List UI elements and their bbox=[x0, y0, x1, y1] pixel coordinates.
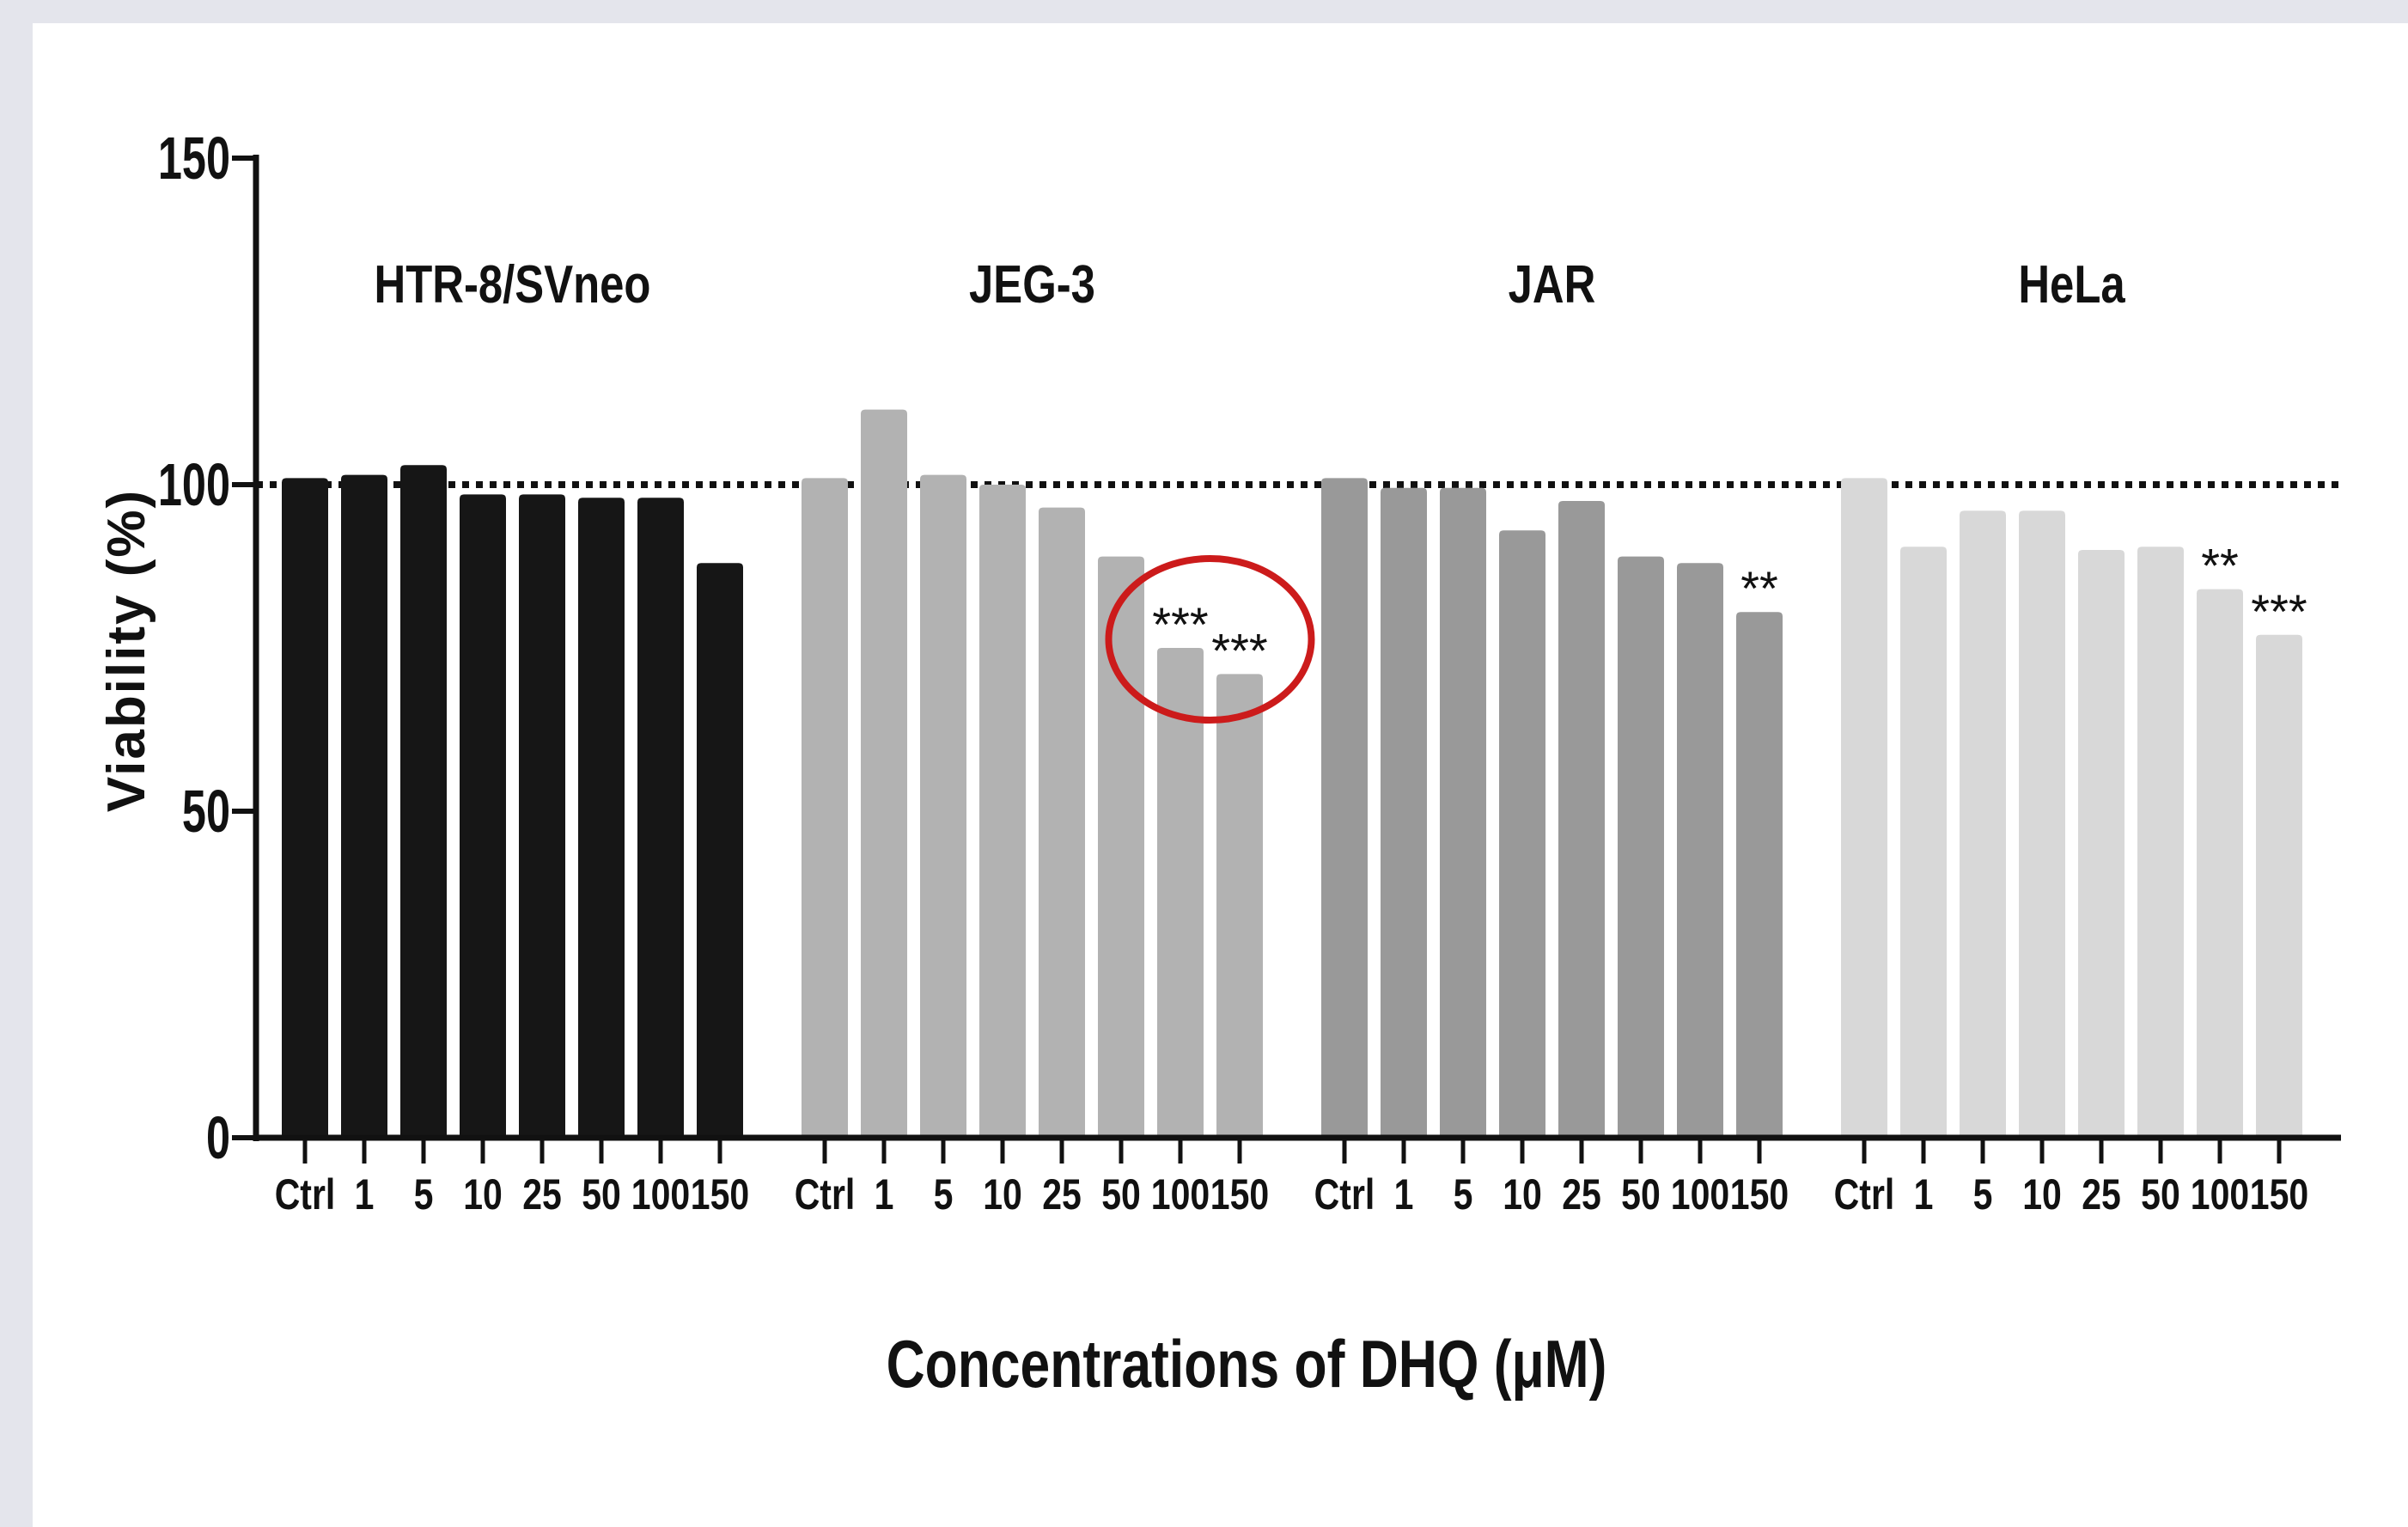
significance-mark: *** bbox=[1152, 597, 1208, 651]
y-tick-label: 0 bbox=[206, 1104, 230, 1171]
significance-mark: *** bbox=[2251, 584, 2307, 638]
bar-jar-1 bbox=[1381, 487, 1427, 1138]
bar-hela-10 bbox=[2019, 510, 2065, 1138]
y-tick-label: 50 bbox=[182, 778, 230, 845]
x-tick-label: 5 bbox=[414, 1170, 434, 1219]
bar-hela-150 bbox=[2256, 634, 2302, 1138]
x-tick-label: Ctrl bbox=[795, 1170, 856, 1219]
bar-jar-150 bbox=[1736, 612, 1783, 1138]
bar-hela-50 bbox=[2137, 547, 2184, 1138]
x-tick-label: Ctrl bbox=[275, 1170, 336, 1219]
bar-jeg-3-1 bbox=[861, 409, 907, 1139]
x-tick-label: 150 bbox=[1210, 1170, 1269, 1219]
chart-panel: Ctrl 1 5 10 25 50 100 150 HTR-8/SVneo Ctrl 1 5 10 25 5… bbox=[33, 23, 2408, 1527]
bar-jar-100 bbox=[1677, 563, 1723, 1138]
bar-htr-8-svneo-10 bbox=[460, 494, 506, 1138]
x-tick-label: 10 bbox=[2022, 1170, 2062, 1219]
x-tick-label: 25 bbox=[2082, 1170, 2121, 1219]
bar-jeg-3-50 bbox=[1098, 556, 1144, 1138]
bar-jar-50 bbox=[1618, 556, 1664, 1138]
group-label-jar: JAR bbox=[1509, 255, 1596, 315]
x-tick-label: Ctrl bbox=[1314, 1170, 1375, 1219]
bar-htr-8-svneo-ctrl bbox=[282, 478, 328, 1138]
x-tick-label: 5 bbox=[1973, 1170, 1993, 1219]
bar-hela-5 bbox=[1960, 510, 2006, 1138]
bars-layer bbox=[282, 409, 2302, 1139]
significance-mark: ** bbox=[1740, 561, 1778, 615]
bar-hela-ctrl bbox=[1841, 478, 1887, 1138]
bar-jeg-3-150 bbox=[1216, 674, 1263, 1138]
group-label-jeg-3: JEG-3 bbox=[969, 255, 1095, 315]
y-axis-title: Viability (%) bbox=[97, 489, 156, 812]
x-tick-label: 1 bbox=[1394, 1170, 1414, 1219]
x-tick-label: 100 bbox=[1151, 1170, 1210, 1219]
x-tick-label: 1 bbox=[355, 1170, 375, 1219]
bar-jeg-3-5 bbox=[920, 474, 966, 1138]
x-tick-label: 50 bbox=[1101, 1170, 1141, 1219]
bar-jar-10 bbox=[1499, 530, 1545, 1138]
bar-htr-8-svneo-50 bbox=[578, 498, 625, 1138]
x-tick-label: 100 bbox=[631, 1170, 690, 1219]
x-tick-label: 1 bbox=[1914, 1170, 1934, 1219]
bar-htr-8-svneo-150 bbox=[697, 563, 743, 1138]
x-tick-label: 5 bbox=[934, 1170, 954, 1219]
x-tick-label: 150 bbox=[691, 1170, 749, 1219]
x-tick-label: 10 bbox=[983, 1170, 1022, 1219]
bar-hela-100 bbox=[2197, 589, 2243, 1138]
x-tick-label: 150 bbox=[2250, 1170, 2308, 1219]
x-tick-label: 50 bbox=[2141, 1170, 2180, 1219]
significance-mark: *** bbox=[1211, 623, 1267, 677]
significance-mark: ** bbox=[2201, 539, 2239, 593]
bar-jeg-3-25 bbox=[1039, 507, 1085, 1138]
bar-jar-5 bbox=[1440, 487, 1486, 1138]
bar-htr-8-svneo-1 bbox=[341, 474, 387, 1138]
bar-jar-ctrl bbox=[1321, 478, 1368, 1138]
x-tick-label: 5 bbox=[1454, 1170, 1473, 1219]
bar-jeg-3-ctrl bbox=[802, 478, 848, 1138]
group-label-hela: HeLa bbox=[2018, 255, 2125, 315]
x-tick-label: 150 bbox=[1730, 1170, 1789, 1219]
x-tick-label: 100 bbox=[1671, 1170, 1729, 1219]
x-axis-title: Concentrations of DHQ (μM) bbox=[887, 1326, 1607, 1401]
bar-hela-25 bbox=[2078, 550, 2125, 1138]
bar-htr-8-svneo-5 bbox=[400, 465, 447, 1138]
bar-htr-8-svneo-25 bbox=[519, 494, 565, 1138]
x-tick-label: 50 bbox=[1621, 1170, 1661, 1219]
highlight-circle bbox=[1105, 555, 1315, 724]
y-tick-label: 100 bbox=[158, 451, 230, 518]
bar-jar-25 bbox=[1558, 501, 1605, 1138]
group-label-htr-8-svneo: HTR-8/SVneo bbox=[375, 255, 651, 315]
x-tick-label: Ctrl bbox=[1834, 1170, 1895, 1219]
x-tick-label: 25 bbox=[1562, 1170, 1601, 1219]
y-tick-label: 150 bbox=[158, 125, 230, 192]
x-tick-label: 50 bbox=[582, 1170, 621, 1219]
x-tick-label: 100 bbox=[2191, 1170, 2249, 1219]
bar-jeg-3-10 bbox=[979, 485, 1026, 1138]
bar-hela-1 bbox=[1900, 547, 1947, 1138]
bar-htr-8-svneo-100 bbox=[637, 498, 684, 1138]
x-tick-label: 25 bbox=[522, 1170, 562, 1219]
bar-jeg-3-100 bbox=[1157, 648, 1204, 1138]
x-tick-label: 10 bbox=[1503, 1170, 1542, 1219]
x-tick-label: 25 bbox=[1042, 1170, 1082, 1219]
x-tick-label: 1 bbox=[875, 1170, 894, 1219]
x-tick-label: 10 bbox=[463, 1170, 503, 1219]
axes-layer bbox=[232, 155, 2341, 1164]
